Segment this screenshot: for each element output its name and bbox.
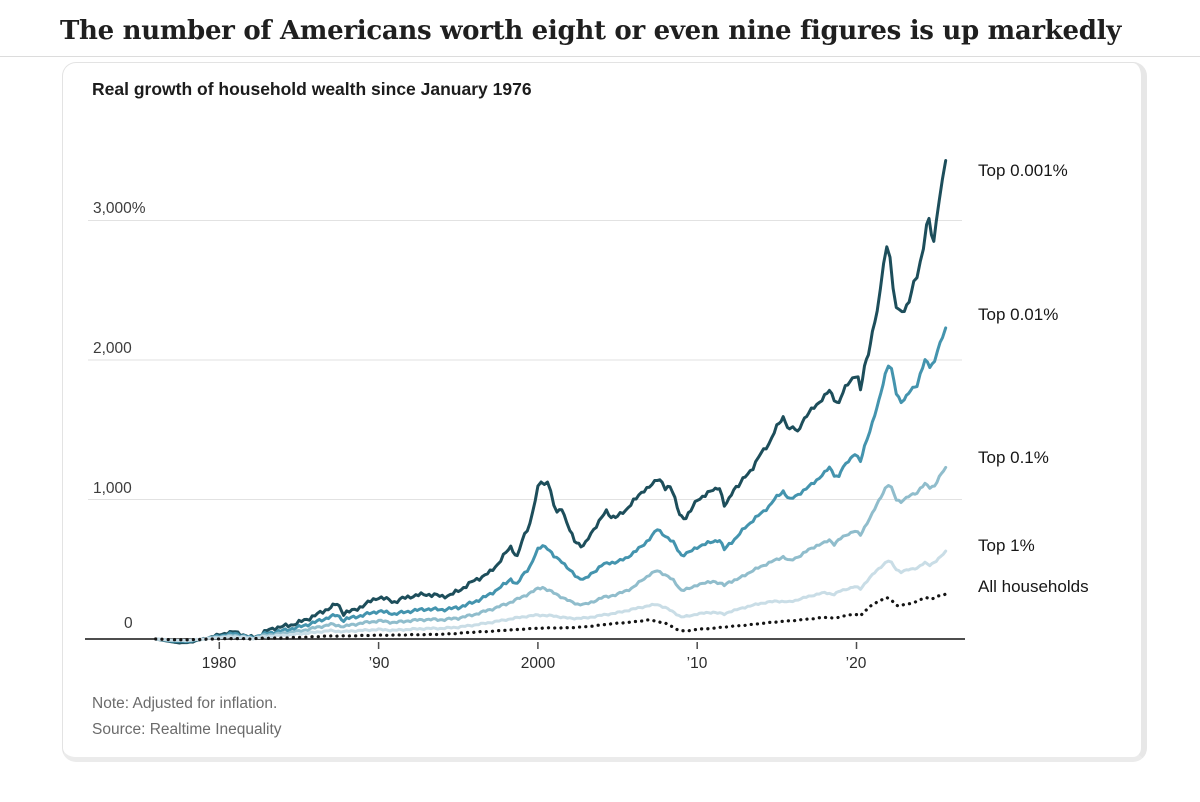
- y-tick-label-3000: 3,000%: [93, 200, 146, 217]
- series-label-top-001: Top 0.01%: [978, 305, 1059, 324]
- series-label-top-0001: Top 0.001%: [978, 161, 1068, 180]
- y-tick-label-0: 0: [124, 615, 133, 632]
- y-tick-label-2000: 2,000: [93, 340, 132, 357]
- series-label-all-households: All households: [978, 577, 1089, 596]
- chart-title: Real growth of household wealth since Ja…: [92, 79, 532, 99]
- chart-source: Source: Realtime Inequality: [92, 721, 282, 738]
- x-tick-label-1980: 1980: [201, 655, 237, 672]
- x-tick-label-2010: ’10: [686, 655, 708, 672]
- y-tick-label-1000: 1,000: [93, 480, 132, 497]
- series-label-top-01: Top 0.1%: [978, 448, 1049, 467]
- x-tick-label-2020: ’20: [845, 655, 867, 672]
- x-tick-label-1990: ’90: [368, 655, 390, 672]
- x-tick-label-2000: 2000: [520, 655, 556, 672]
- page-title: The number of Americans worth eight or e…: [60, 16, 1122, 46]
- chart-note: Note: Adjusted for inflation.: [92, 695, 278, 712]
- title-divider: [0, 56, 1200, 57]
- series-label-top-1: Top 1%: [978, 536, 1035, 555]
